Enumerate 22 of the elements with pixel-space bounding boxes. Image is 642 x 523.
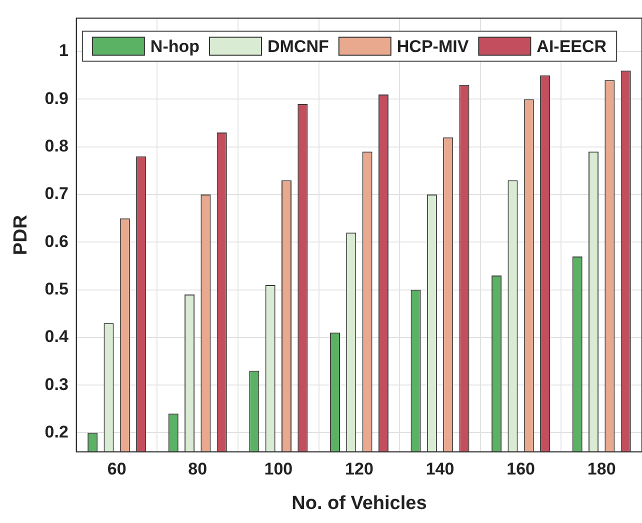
legend-label: DMCNF: [268, 36, 329, 56]
y-tick-label: 1: [58, 41, 68, 60]
x-tick-label: 80: [188, 460, 208, 479]
y-axis-title: PDR: [10, 214, 32, 256]
legend-label: HCP-MIV: [396, 36, 470, 56]
legend-label: AI-EECR: [536, 36, 607, 56]
y-tick-label: 0.3: [44, 374, 68, 394]
y-tick-label: 0.8: [44, 136, 68, 156]
y-tick-label: 0.4: [44, 327, 69, 346]
y-tick-label: 0.6: [44, 232, 68, 251]
x-tick-label: 60: [107, 460, 126, 479]
x-tick-label: 180: [587, 460, 616, 479]
x-tick-label: 160: [506, 460, 535, 479]
legend-label: N-hop: [150, 36, 200, 56]
x-tick-label: 140: [426, 460, 454, 479]
y-tick-label: 0.5: [44, 279, 68, 298]
x-tick-label: 120: [345, 460, 374, 479]
x-axis-title: No. of Vehicles: [292, 492, 427, 514]
x-tick-label: 100: [264, 460, 293, 479]
y-tick-label: 0.9: [44, 88, 68, 108]
y-tick-label: 0.2: [44, 422, 68, 442]
y-tick-label: 0.7: [44, 184, 68, 204]
